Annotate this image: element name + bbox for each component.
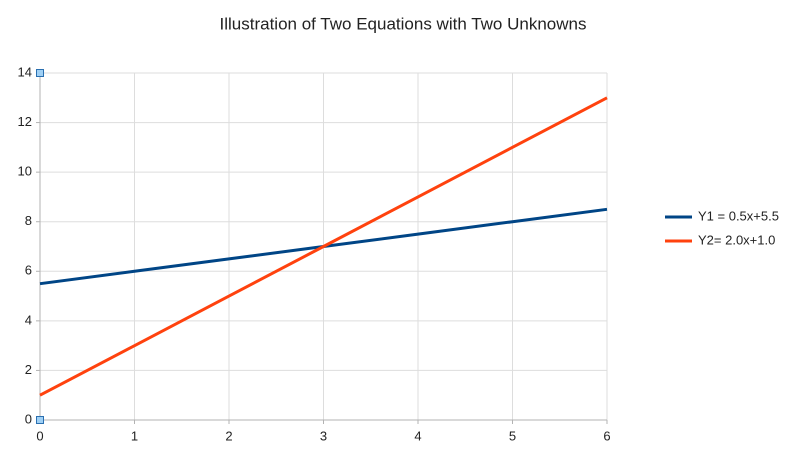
x-tick-label: 0 xyxy=(36,428,43,443)
plot xyxy=(39,96,608,397)
y-tick-label: 4 xyxy=(25,312,32,327)
x-tick-label: 3 xyxy=(320,428,327,443)
x-tick-label: 6 xyxy=(603,428,610,443)
selection-handle xyxy=(36,416,44,424)
y-tick-label: 6 xyxy=(25,263,32,278)
y-tick-label: 8 xyxy=(25,213,32,228)
selection-handle xyxy=(36,69,44,77)
y-tick-label: 10 xyxy=(18,164,32,179)
legend-label: Y1 = 0.5x+5.5 xyxy=(698,208,779,223)
x-tick-label: 5 xyxy=(509,428,516,443)
y-tick-label: 14 xyxy=(18,64,32,79)
x-tick-label: 1 xyxy=(131,428,138,443)
legend-label: Y2= 2.0x+1.0 xyxy=(698,232,775,247)
y-tick-label: 12 xyxy=(18,114,32,129)
y-tick-label: 0 xyxy=(25,411,32,426)
x-tick-label: 4 xyxy=(414,428,421,443)
y-tick-label: 2 xyxy=(25,362,32,377)
chart-title: Illustration of Two Equations with Two U… xyxy=(220,14,587,33)
series-line xyxy=(39,96,608,397)
x-tick-label: 2 xyxy=(225,428,232,443)
